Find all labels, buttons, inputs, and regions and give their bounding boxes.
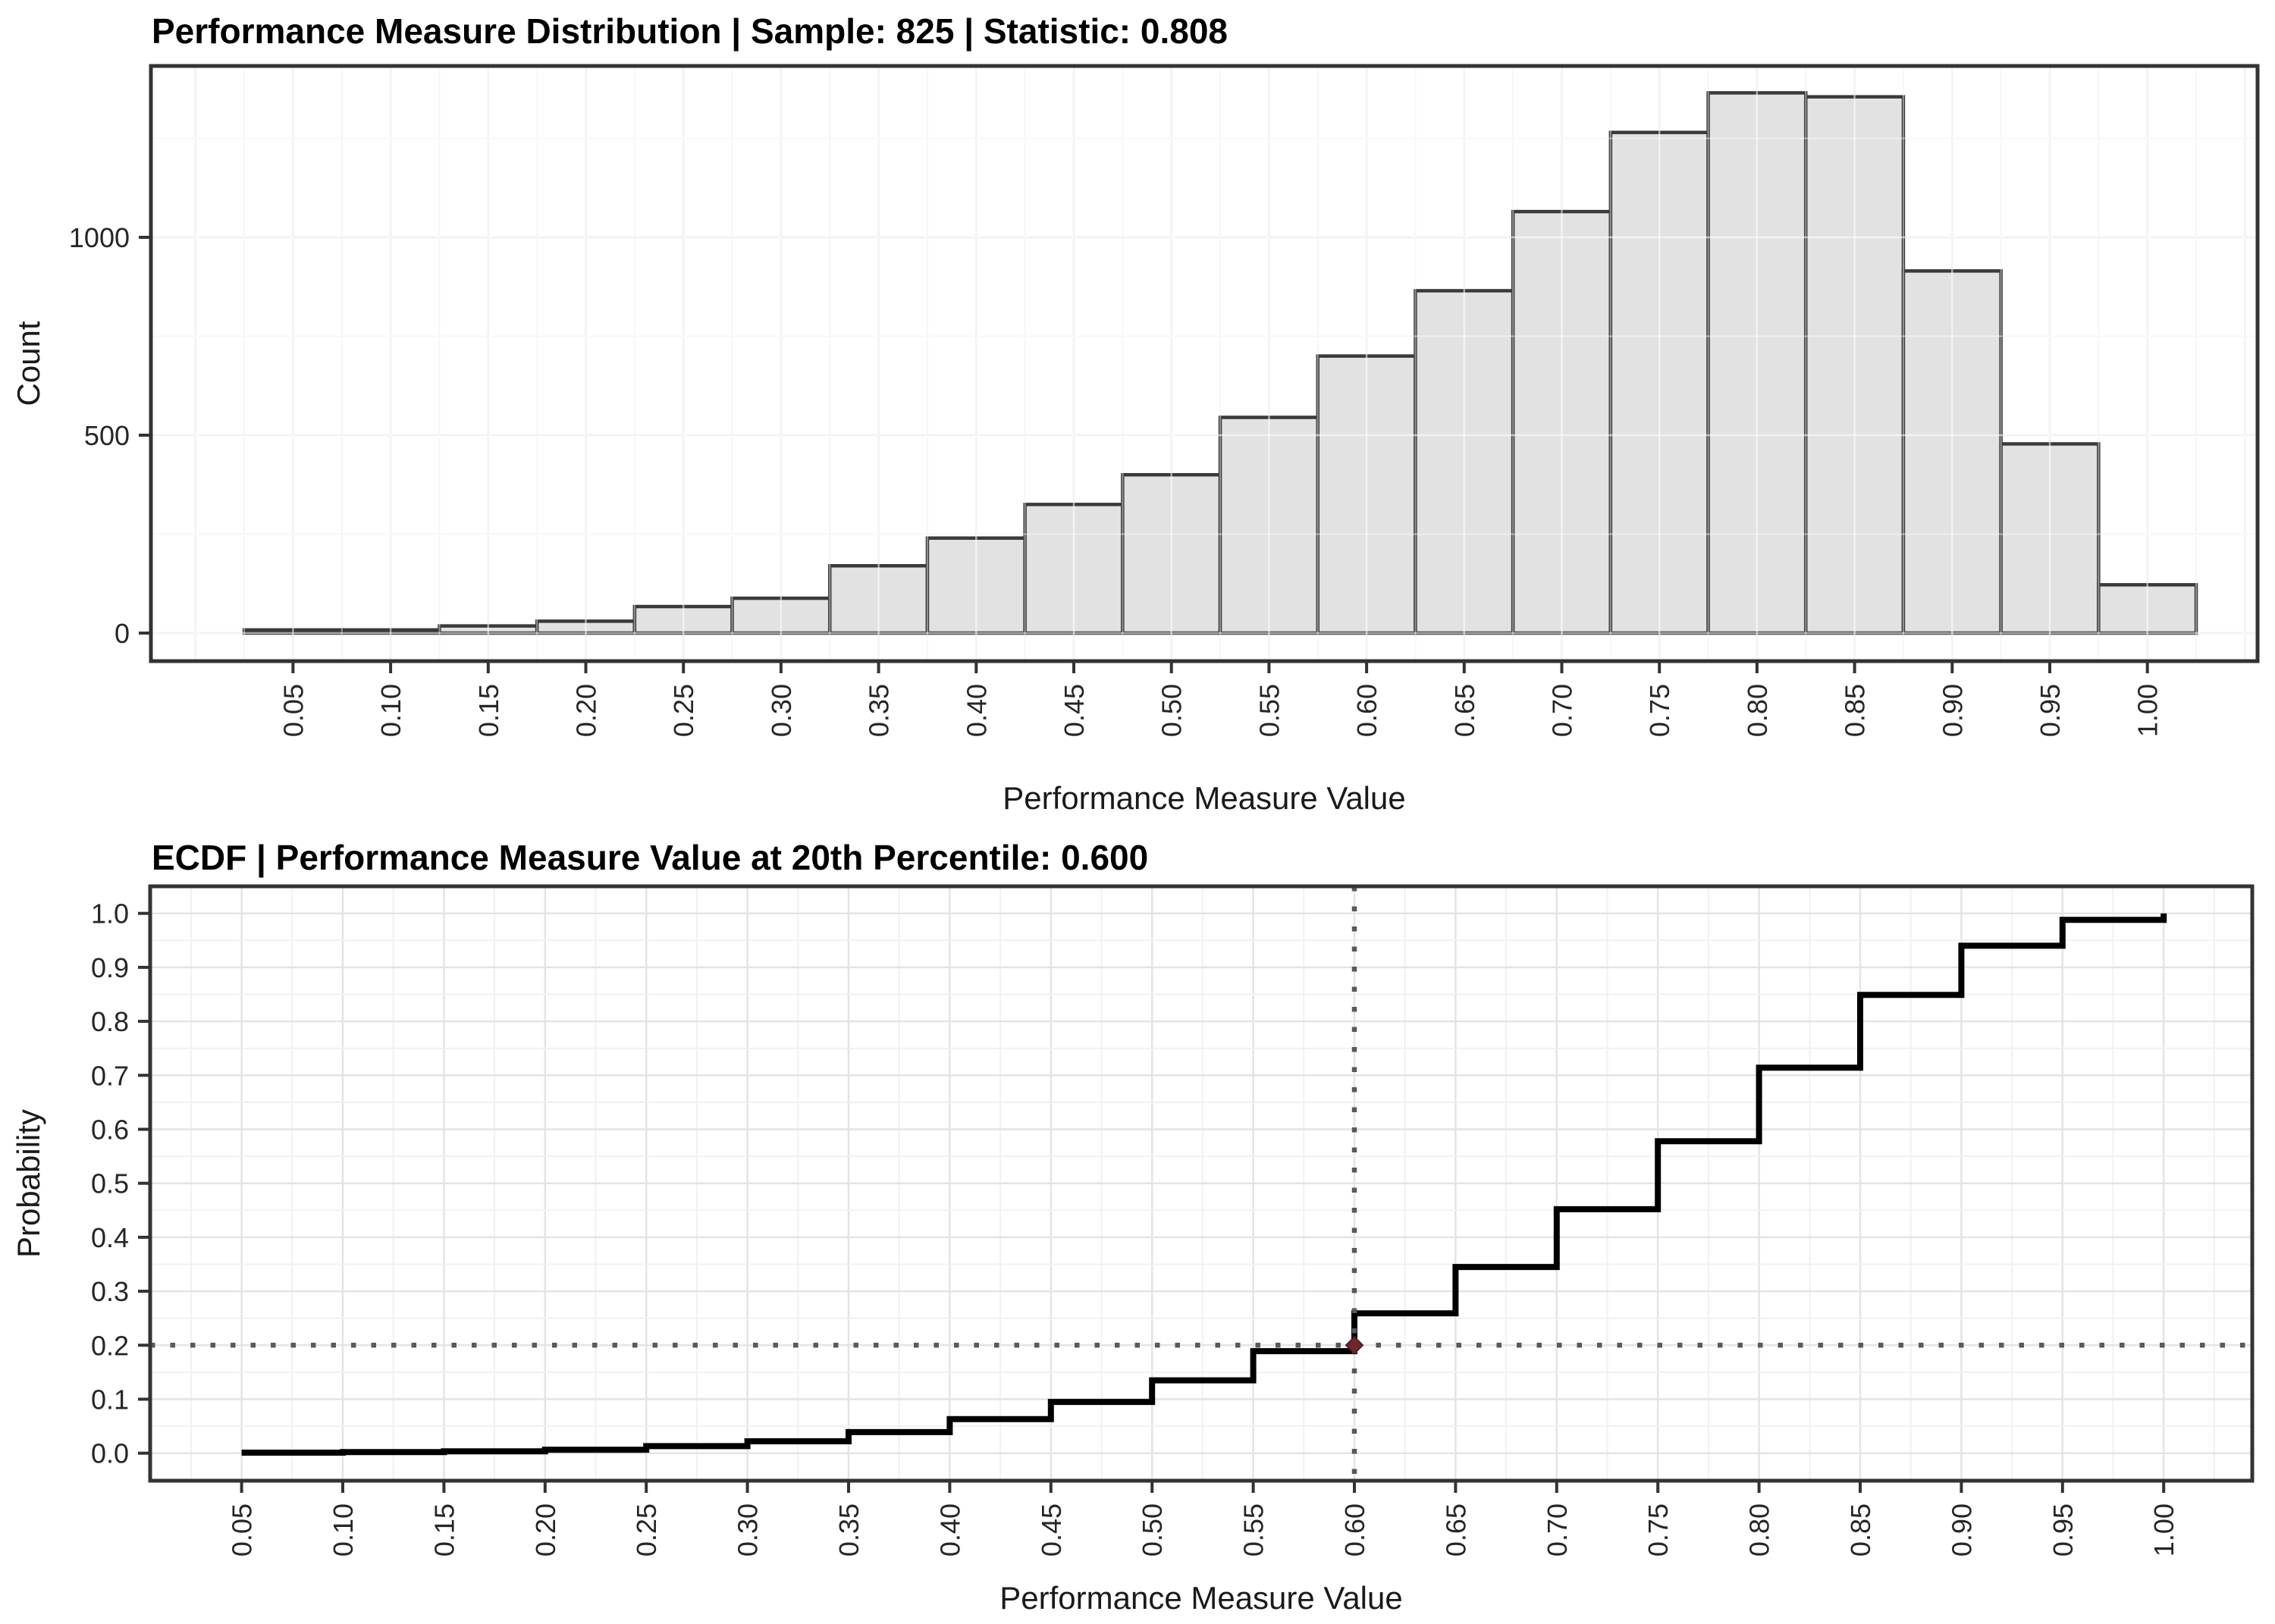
x-tick-label: 0.60 [1351,684,1382,737]
x-tick-label: 0.05 [227,1503,258,1557]
y-tick-label: 1.0 [91,898,129,930]
y-tick-label: 0.6 [91,1115,129,1146]
x-tick-label: 0.70 [1542,1503,1573,1557]
y-tick-label: 0.0 [91,1438,129,1469]
x-tick-label: 0.80 [1742,684,1773,737]
x-tick-label: 0.95 [2048,1503,2079,1557]
ecdf-title: ECDF | Performance Measure Value at 20th… [152,838,1149,877]
histogram-title: Performance Measure Distribution | Sampl… [152,11,1228,51]
x-tick-label: 0.60 [1339,1503,1370,1557]
ecdf-ylabel: Probability [11,1109,46,1258]
y-tick-label: 500 [84,420,130,451]
x-tick-label: 0.10 [328,1503,359,1557]
y-tick-label: 0.4 [91,1222,129,1253]
x-tick-label: 1.00 [2148,1503,2179,1557]
x-tick-label: 0.10 [375,684,406,737]
x-tick-label: 0.65 [1449,684,1480,737]
histogram-panel-border [149,64,2260,663]
x-tick-label: 0.90 [1937,684,1968,737]
x-tick-label: 0.45 [1036,1503,1067,1557]
x-tick-label: 0.65 [1440,1503,1471,1557]
x-tick-label: 1.00 [2132,684,2164,737]
x-tick-label: 0.25 [668,684,699,737]
y-tick-label: 0.3 [91,1276,129,1307]
x-tick-label: 0.95 [2035,684,2066,737]
x-tick-label: 0.30 [733,1503,764,1557]
x-tick-label: 0.55 [1238,1503,1269,1557]
y-tick-label: 0.2 [91,1330,129,1361]
y-tick-label: 0.9 [91,952,129,983]
x-tick-label: 0.70 [1547,684,1578,737]
x-tick-label: 0.05 [278,684,309,737]
x-tick-label: 0.40 [961,684,992,737]
x-tick-label: 0.45 [1059,684,1090,737]
x-tick-label: 0.85 [1845,1503,1876,1557]
ecdf-xlabel: Performance Measure Value [999,1580,1402,1616]
x-tick-label: 0.55 [1254,684,1285,737]
y-tick-label: 0.1 [91,1384,129,1416]
x-tick-label: 0.75 [1644,684,1675,737]
x-tick-label: 0.75 [1643,1503,1674,1557]
x-tick-label: 0.50 [1156,684,1188,737]
y-tick-label: 0.8 [91,1006,129,1037]
x-tick-label: 0.25 [631,1503,662,1557]
percentile-point [1345,1335,1364,1355]
x-tick-label: 0.20 [530,1503,561,1557]
x-tick-label: 0.90 [1946,1503,1977,1557]
x-tick-label: 0.20 [571,684,602,737]
y-tick-label: 0 [115,618,130,649]
x-tick-label: 0.30 [766,684,797,737]
y-tick-label: 0.5 [91,1168,129,1199]
histogram-ylabel: Count [11,321,46,406]
ecdf-line [241,913,2167,1456]
x-tick-label: 0.35 [864,684,895,737]
y-tick-label: 1000 [69,222,130,253]
x-tick-label: 0.15 [473,684,504,737]
x-tick-label: 0.50 [1137,1503,1168,1557]
x-tick-label: 0.40 [934,1503,965,1557]
x-tick-label: 0.80 [1744,1503,1775,1557]
x-tick-label: 0.85 [1840,684,1871,737]
y-tick-label: 0.7 [91,1060,129,1091]
x-tick-label: 0.15 [428,1503,460,1557]
histogram-xlabel: Performance Measure Value [1003,780,1405,816]
x-tick-label: 0.35 [833,1503,864,1557]
